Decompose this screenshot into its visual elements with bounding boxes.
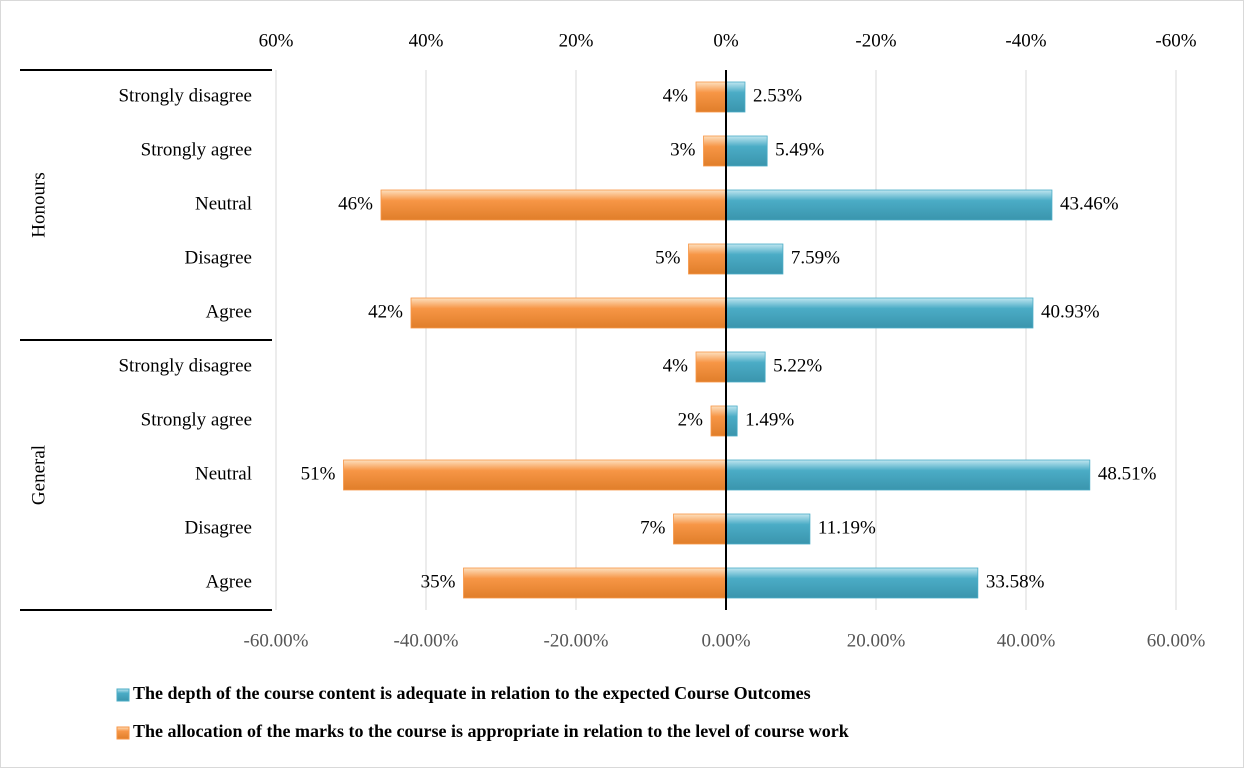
legend-label: The allocation of the marks to the cours… [133, 721, 849, 741]
value-label: 2% [678, 409, 704, 430]
bar [725, 243, 784, 275]
group-label: General [28, 445, 49, 505]
x2-tick-label: 0% [713, 30, 739, 51]
y-tick-label: Neutral [195, 463, 252, 484]
y-tick-label: Strongly agree [141, 409, 252, 430]
x-tick-label: -40.00% [394, 630, 459, 651]
value-label: 7.59% [791, 247, 840, 268]
bar [695, 351, 727, 383]
bar [725, 459, 1091, 491]
bar [725, 189, 1053, 221]
group-label: Honours [28, 172, 49, 237]
value-label: 42% [368, 301, 403, 322]
x2-tick-label: 20% [559, 30, 594, 51]
value-label: 1.49% [745, 409, 794, 430]
bar [725, 135, 768, 167]
x2-tick-label: 60% [259, 30, 294, 51]
value-label: 5.49% [775, 139, 824, 160]
value-label: 7% [640, 517, 666, 538]
legend-label: The depth of the course content is adequ… [133, 683, 811, 703]
bar [343, 459, 727, 491]
value-label: 3% [670, 139, 696, 160]
x-tick-label: 20.00% [847, 630, 906, 651]
value-label: 4% [663, 355, 689, 376]
bar [725, 567, 979, 599]
y-tick-label: Strongly agree [141, 139, 252, 160]
value-label: 33.58% [986, 571, 1045, 592]
y-tick-label: Strongly disagree [118, 85, 252, 106]
bar [725, 81, 746, 113]
bar [695, 81, 727, 113]
bar [703, 135, 727, 167]
bar [710, 405, 727, 437]
y-tick-label: Strongly disagree [118, 355, 252, 376]
value-label: 11.19% [818, 517, 876, 538]
value-label: 43.46% [1060, 193, 1119, 214]
value-label: 48.51% [1098, 463, 1157, 484]
y-tick-label: Agree [206, 571, 252, 592]
value-label: 51% [301, 463, 336, 484]
bar [725, 351, 766, 383]
x2-tick-label: -60% [1155, 30, 1196, 51]
value-label: 5% [655, 247, 681, 268]
bar [410, 297, 727, 329]
x-tick-label: 0.00% [701, 630, 750, 651]
x2-tick-label: -40% [1005, 30, 1046, 51]
legend-swatch [116, 726, 130, 740]
bar [688, 243, 727, 275]
value-label: 5.22% [773, 355, 822, 376]
bar [463, 567, 727, 599]
bar [725, 513, 811, 545]
value-label: 4% [663, 85, 689, 106]
bar [725, 297, 1034, 329]
bar [380, 189, 727, 221]
x-tick-label: 40.00% [997, 630, 1056, 651]
bar [725, 405, 738, 437]
x-tick-label: -60.00% [244, 630, 309, 651]
x2-tick-label: -20% [855, 30, 896, 51]
y-tick-label: Agree [206, 301, 252, 322]
bar [673, 513, 727, 545]
x-tick-label: -20.00% [544, 630, 609, 651]
y-tick-label: Neutral [195, 193, 252, 214]
value-label: 46% [338, 193, 373, 214]
y-tick-label: Disagree [184, 517, 252, 538]
x2-tick-label: 40% [409, 30, 444, 51]
value-label: 35% [421, 571, 456, 592]
legend-swatch [116, 688, 130, 702]
y-tick-label: Disagree [184, 247, 252, 268]
value-label: 40.93% [1041, 301, 1100, 322]
x-tick-label: 60.00% [1147, 630, 1206, 651]
value-label: 2.53% [753, 85, 802, 106]
